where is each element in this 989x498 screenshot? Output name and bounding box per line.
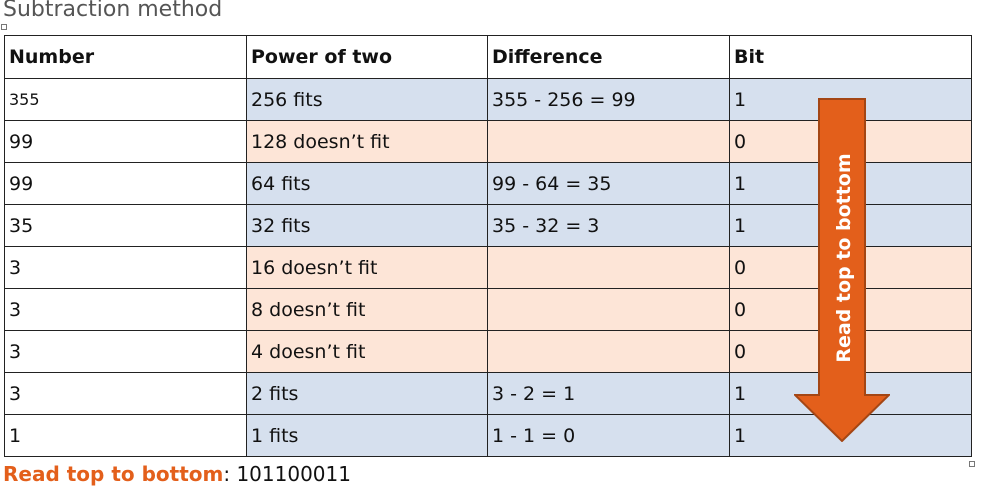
- cell-difference: [487, 120, 730, 163]
- cell-number: 3: [4, 372, 247, 415]
- table-header-row: Number Power of two Difference Bit: [4, 35, 972, 79]
- cell-number: 99: [4, 120, 247, 163]
- document-title: Subtraction method: [3, 0, 223, 22]
- cell-power-of-two: 8 doesn’t fit: [246, 288, 488, 331]
- resize-handle-top-left[interactable]: [1, 24, 7, 30]
- arrow-label: Read top to bottom: [833, 153, 855, 363]
- cell-power-of-two: 128 doesn’t fit: [246, 120, 488, 163]
- cell-power-of-two: 4 doesn’t fit: [246, 330, 488, 373]
- result-label: Read top to bottom: [3, 462, 224, 486]
- cell-number: 99: [4, 162, 247, 205]
- cell-power-of-two: 256 fits: [246, 78, 488, 121]
- result-separator: :: [223, 462, 237, 486]
- resize-handle-bottom-right[interactable]: [969, 461, 975, 467]
- cell-difference: 355 - 256 = 99: [487, 78, 730, 121]
- result-value: 101100011: [236, 462, 351, 486]
- arrow-down-icon: [794, 98, 890, 442]
- cell-number: 3: [4, 330, 247, 373]
- cell-power-of-two: 2 fits: [246, 372, 488, 415]
- cell-number: 35: [4, 204, 247, 247]
- cell-number: 3: [4, 246, 247, 289]
- header-bit: Bit: [729, 35, 972, 79]
- table-row: 355 256 fits 355 - 256 = 99 1: [4, 78, 972, 121]
- cell-power-of-two: 1 fits: [246, 414, 488, 457]
- header-power-of-two: Power of two: [246, 35, 488, 79]
- cell-number: 1: [4, 414, 247, 457]
- cell-power-of-two: 64 fits: [246, 162, 488, 205]
- result-line: Read top to bottom: 101100011: [3, 462, 351, 486]
- cell-difference: [487, 246, 730, 289]
- cell-number: 3: [4, 288, 247, 331]
- cell-power-of-two: 16 doesn’t fit: [246, 246, 488, 289]
- cell-difference: 3 - 2 = 1: [487, 372, 730, 415]
- cell-difference: 1 - 1 = 0: [487, 414, 730, 457]
- cell-number: 355: [4, 78, 247, 121]
- header-number: Number: [4, 35, 247, 79]
- cell-difference: 99 - 64 = 35: [487, 162, 730, 205]
- header-difference: Difference: [487, 35, 730, 79]
- subtraction-table: Number Power of two Difference Bit 355 25…: [4, 35, 972, 457]
- cell-difference: [487, 330, 730, 373]
- cell-difference: 35 - 32 = 3: [487, 204, 730, 247]
- cell-difference: [487, 288, 730, 331]
- cell-power-of-two: 32 fits: [246, 204, 488, 247]
